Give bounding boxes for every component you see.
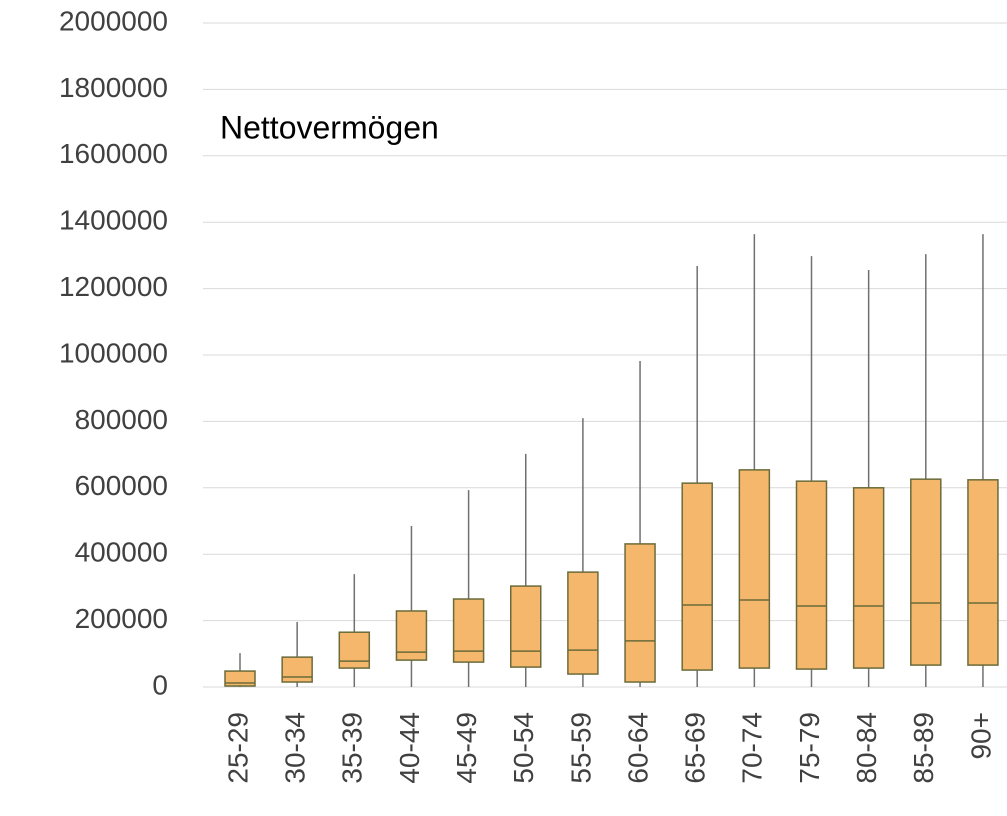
y-tick-label: 2000000	[59, 5, 168, 36]
x-tick-label: 80-84	[851, 712, 882, 784]
y-tick-label: 1600000	[59, 138, 168, 169]
x-tick-label: 35-39	[337, 712, 368, 784]
y-tick-label: 1400000	[59, 205, 168, 236]
x-tick-label: 65-69	[680, 712, 711, 784]
x-tick-label: 30-34	[280, 712, 311, 784]
box	[624, 543, 656, 683]
x-tick-label: 75-79	[794, 712, 825, 784]
y-tick-label: 200000	[75, 603, 168, 634]
x-tick-label: 70-74	[737, 712, 768, 784]
y-tick-label: 1800000	[59, 72, 168, 103]
box	[567, 571, 599, 675]
y-tick-label: 800000	[75, 404, 168, 435]
box	[738, 469, 771, 669]
box	[681, 482, 713, 671]
box	[795, 480, 828, 670]
chart-title: Nettovermögen	[220, 109, 439, 145]
x-tick-label: 85-89	[908, 712, 939, 784]
box	[281, 656, 313, 683]
x-tick-label: 25-29	[222, 712, 253, 784]
x-tick-label: 90+	[965, 712, 996, 760]
y-tick-label: 1200000	[59, 271, 168, 302]
box	[338, 631, 371, 669]
box	[452, 598, 485, 663]
y-tick-label: 400000	[75, 537, 168, 568]
box	[967, 479, 999, 666]
box	[852, 487, 885, 669]
y-tick-label: 600000	[75, 470, 168, 501]
x-tick-label: 50-54	[508, 712, 539, 784]
box	[510, 585, 542, 668]
x-tick-label: 45-49	[451, 712, 482, 784]
y-tick-label: 0	[152, 669, 168, 700]
y-tick-label: 1000000	[59, 337, 168, 368]
box	[910, 478, 942, 666]
x-tick-label: 60-64	[622, 712, 653, 784]
x-tick-label: 40-44	[394, 712, 425, 784]
x-tick-label: 55-59	[565, 712, 596, 784]
